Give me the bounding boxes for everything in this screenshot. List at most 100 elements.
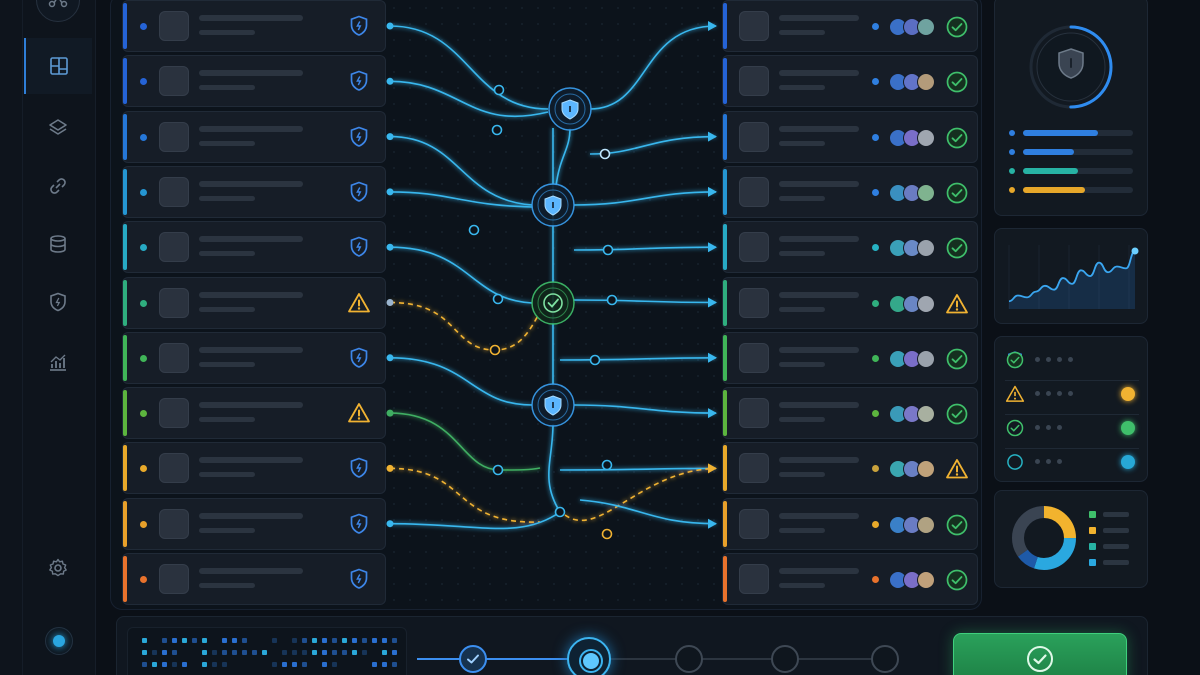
avatar [917, 18, 935, 36]
workflow-bar [116, 616, 1148, 675]
source-card[interactable] [122, 165, 386, 218]
destination-subtitle-placeholder [779, 583, 825, 588]
confirm-button[interactable] [953, 633, 1127, 675]
destination-card[interactable] [722, 165, 978, 218]
activity-cell [322, 662, 327, 667]
destination-dot [872, 23, 879, 30]
source-card[interactable] [122, 110, 386, 163]
workflow-step[interactable] [771, 645, 799, 673]
activity-cell [162, 650, 167, 655]
destination-card[interactable] [722, 221, 978, 274]
security-metric-bar [1009, 129, 1135, 137]
sidebar-item-security[interactable] [24, 274, 92, 330]
status-placeholder [1035, 357, 1091, 363]
activity-cell [252, 650, 257, 655]
trend-area [1009, 251, 1135, 309]
source-accent [123, 390, 127, 437]
source-accent [123, 500, 127, 547]
link-icon [50, 178, 66, 194]
destination-title-placeholder [779, 70, 859, 77]
workflow-step[interactable] [871, 645, 899, 673]
destination-card[interactable] [722, 110, 978, 163]
workflow-stepper [417, 637, 899, 675]
destination-card[interactable] [722, 442, 978, 495]
source-card[interactable] [122, 442, 386, 495]
activity-cell [152, 662, 157, 667]
security-metric-bar [1009, 167, 1135, 175]
source-card[interactable] [122, 221, 386, 274]
status-row[interactable] [1005, 377, 1139, 415]
workflow-step[interactable] [675, 645, 703, 673]
destination-dot [872, 133, 879, 141]
network-icon [48, 0, 68, 8]
activity-cell [162, 638, 167, 643]
status-row[interactable] [1005, 343, 1139, 381]
source-card[interactable] [122, 553, 386, 605]
activity-cell [392, 650, 397, 655]
destination-subtitle-placeholder [779, 361, 825, 367]
source-card[interactable] [122, 55, 386, 108]
sidebar-item-links[interactable] [24, 158, 92, 214]
activity-cell [282, 650, 287, 655]
activity-cell [292, 638, 297, 643]
destination-card[interactable] [722, 553, 978, 605]
activity-cell [262, 650, 267, 655]
destination-card[interactable] [722, 387, 978, 440]
destination-card[interactable] [722, 497, 978, 550]
source-subtitle-placeholder [199, 140, 255, 146]
avatar [917, 239, 935, 258]
sidebar-item-database[interactable] [24, 216, 92, 272]
destination-subtitle-placeholder [779, 306, 825, 312]
source-card[interactable] [122, 497, 386, 550]
status-row[interactable] [1005, 445, 1139, 483]
destination-dot [872, 520, 879, 528]
check-circle-icon [946, 237, 968, 259]
warning-icon [348, 403, 370, 423]
sidebar-item-settings[interactable] [24, 540, 92, 596]
destination-card[interactable] [722, 331, 978, 384]
source-card[interactable] [122, 0, 386, 52]
donut-legend-item [1089, 511, 1133, 519]
destination-thumbnail [739, 564, 769, 594]
donut-segment [1012, 506, 1076, 570]
source-thumbnail [159, 398, 189, 429]
avatar-group [889, 239, 939, 258]
destination-card[interactable] [722, 276, 978, 329]
sidebar-rail [22, 0, 94, 675]
source-card[interactable] [122, 387, 386, 440]
shield-icon [350, 70, 368, 92]
source-title-placeholder [199, 457, 303, 464]
source-card[interactable] [122, 331, 386, 384]
shield-icon [350, 236, 368, 258]
destination-card[interactable] [722, 55, 978, 108]
source-dot [140, 576, 147, 583]
sidebar-item-dashboard[interactable] [24, 38, 92, 94]
destination-dot [872, 576, 879, 583]
activity-cell [142, 650, 147, 655]
source-title-placeholder [199, 70, 303, 77]
source-subtitle-placeholder [199, 251, 255, 257]
avatar [917, 515, 935, 534]
activity-cell [362, 638, 367, 643]
sidebar-item-layers[interactable] [24, 100, 92, 156]
avatar-group [889, 73, 939, 92]
check-circle-icon [946, 348, 968, 370]
destination-title-placeholder [779, 346, 859, 353]
destination-accent [723, 224, 727, 271]
workflow-step[interactable] [459, 645, 487, 673]
source-subtitle-placeholder [199, 417, 255, 423]
activity-cell [232, 638, 237, 643]
warning-icon [946, 293, 968, 313]
activity-cell [272, 662, 277, 667]
source-card[interactable] [122, 276, 386, 329]
status-row[interactable] [1005, 411, 1139, 449]
activity-cell [272, 638, 277, 643]
check-circle-icon [946, 182, 968, 204]
source-thumbnail [159, 176, 189, 207]
source-accent [123, 224, 127, 271]
activity-cell [322, 638, 327, 643]
sidebar-item-analytics[interactable] [24, 334, 92, 390]
workflow-step[interactable] [567, 637, 611, 675]
circle-icon [1007, 454, 1023, 470]
destination-card[interactable] [722, 0, 978, 52]
